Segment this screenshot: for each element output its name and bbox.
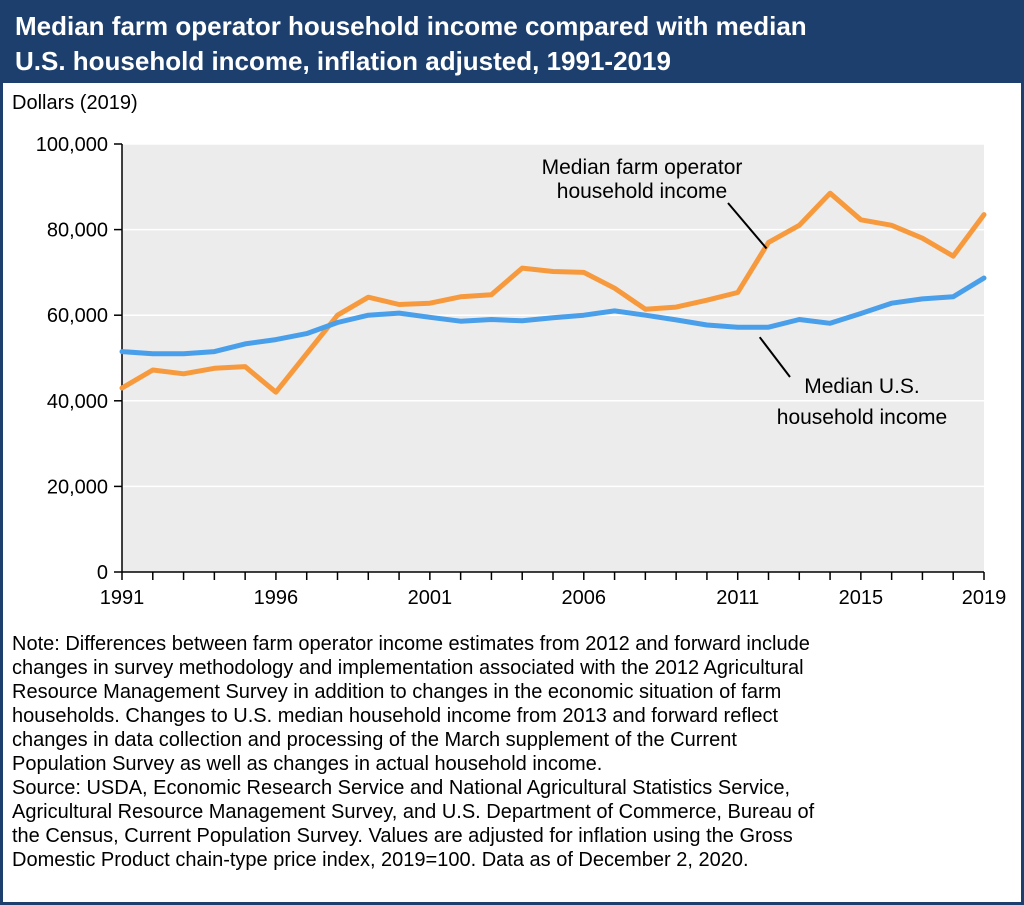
note-line: changes in data collection and processin… (12, 729, 737, 751)
line-chart: 0 20,000 40,000 60,000 80,000 100,000 1991 1996… (36, 134, 1007, 609)
plot-area (122, 144, 984, 572)
farm-series-label: household income (557, 180, 727, 203)
note-line: Resource Management Survey in addition t… (12, 681, 782, 703)
y-tick-label: 20,000 (47, 476, 108, 498)
source-line: Source: USDA, Economic Research Service … (12, 777, 791, 799)
x-tick-label: 1996 (254, 587, 299, 609)
y-tick-label: 60,000 (47, 305, 108, 327)
y-tick-label: 0 (97, 562, 108, 584)
source-line: Domestic Product chain-type price index,… (12, 849, 749, 871)
gridlines (122, 143, 984, 488)
farm-income-line (119, 190, 987, 395)
y-axis-unit-label: Dollars (2019) (12, 92, 138, 114)
note-line: Note: Differences between farm operator … (12, 633, 810, 655)
note-line: Population Survey as well as changes in … (12, 753, 603, 775)
chart-title-line-2: U.S. household income, inflation adjuste… (15, 46, 671, 76)
title-bar: Median farm operator household income co… (3, 3, 1021, 83)
chart-title-line-1: Median farm operator household income co… (15, 11, 807, 41)
series-lines (119, 190, 987, 395)
us-income-line (119, 275, 987, 357)
farm-leader-line (727, 202, 768, 250)
y-tick-label: 40,000 (47, 391, 108, 413)
x-tick-label: 2006 (562, 587, 607, 609)
y-tick-label: 80,000 (47, 220, 108, 242)
source-line: the Census, Current Population Survey. V… (12, 825, 793, 847)
source-line: Agricultural Resource Management Survey,… (12, 801, 815, 823)
us-leader-line (758, 336, 791, 378)
axes: 0 20,000 40,000 60,000 80,000 100,000 1991 1996… (36, 134, 1007, 609)
x-tick-label: 2015 (839, 587, 884, 609)
x-tick-label: 2001 (408, 587, 453, 609)
us-series-label: Median U.S. (804, 375, 920, 398)
note-line: changes in survey methodology and implem… (12, 657, 804, 679)
us-series-label: household income (777, 406, 947, 429)
x-tick-label: 1991 (100, 587, 145, 609)
farm-series-label: Median farm operator (542, 156, 743, 179)
y-tick-label: 100,000 (36, 134, 108, 156)
note-and-source: Note: Differences between farm operator … (12, 632, 1012, 872)
note-line: households. Changes to U.S. median house… (12, 705, 779, 727)
x-tick-label: 2019 (962, 587, 1007, 609)
x-tick-label: 2011 (716, 587, 759, 609)
